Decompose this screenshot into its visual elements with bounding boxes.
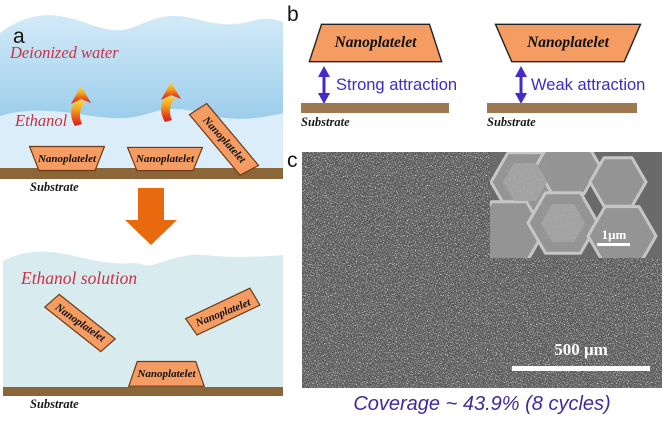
substrate-label: Substrate <box>30 397 79 411</box>
panel-label-b: b <box>287 3 299 26</box>
inset-scale-bar <box>597 243 630 246</box>
nanoplatelet-label: Nanoplatelet <box>527 34 609 51</box>
main-scale-bar-label: 500 μm <box>554 340 608 359</box>
substrate-bar <box>0 168 283 179</box>
nanoplatelet: Nanoplatelet <box>28 145 106 172</box>
sem-image <box>302 152 662 388</box>
substrate-bar <box>301 103 449 113</box>
nanoplatelet: Nanoplatelet <box>186 100 262 180</box>
nanoplatelet-shape-icon <box>128 360 205 387</box>
nanoplatelet-label: Nanoplatelet <box>137 367 196 380</box>
substrate-label: Substrate <box>301 115 350 129</box>
nanoplatelet: Nanoplatelet <box>126 146 204 172</box>
nanoplatelet-shape-icon <box>186 100 262 180</box>
nanoplatelet-shape-icon <box>126 146 204 172</box>
sem-inset <box>490 152 662 258</box>
substrate-label: Substrate <box>487 115 536 129</box>
ethanol-label: Ethanol <box>15 111 68 130</box>
substrate-bar <box>3 387 283 396</box>
attraction-arrow-icon <box>318 66 330 104</box>
nanoplatelet: Nanoplatelet <box>494 22 642 64</box>
coverage-caption: Coverage ~ 43.9% (8 cycles) <box>353 393 611 415</box>
main-scale-bar <box>512 366 650 371</box>
nanoplatelet-label: Nanoplatelet <box>334 34 417 51</box>
nanoplatelet-shape-icon <box>494 22 642 64</box>
nanoplatelet-shape-icon <box>184 287 262 338</box>
deionized-water-label: Deionized water <box>10 43 119 62</box>
nanoplatelet-label: Nanoplatelet <box>37 152 97 165</box>
nanoplatelet: Nanoplatelet <box>308 22 443 64</box>
nanoplatelet-shape-icon <box>308 22 443 64</box>
ethanol-solution-label: Ethanol solution <box>21 268 138 288</box>
substrate-label: Substrate <box>30 180 79 194</box>
strong-attraction-label: Strong attraction <box>336 76 458 94</box>
ethanol-solution-diagram <box>3 251 283 396</box>
weak-attraction-label: Weak attraction <box>531 76 646 94</box>
panel-label-a: a <box>13 25 25 48</box>
nanoplatelet-shape-icon <box>28 145 106 172</box>
down-arrow-icon <box>125 188 177 245</box>
nanoplatelet: Nanoplatelet <box>41 291 118 356</box>
nanoplatelet-label: Nanoplatelet <box>135 153 195 165</box>
nanoplatelet-shape-icon <box>41 291 118 356</box>
panel-label-c: c <box>287 149 298 172</box>
inset-scale-bar-label: 1μm <box>601 227 627 242</box>
attraction-arrow-icon <box>515 66 527 104</box>
nanoplatelet: Nanoplatelet <box>128 360 205 387</box>
ethanol-solution-region <box>3 251 283 388</box>
nanoplatelet: Nanoplatelet <box>184 287 262 338</box>
substrate-bar <box>487 103 637 113</box>
